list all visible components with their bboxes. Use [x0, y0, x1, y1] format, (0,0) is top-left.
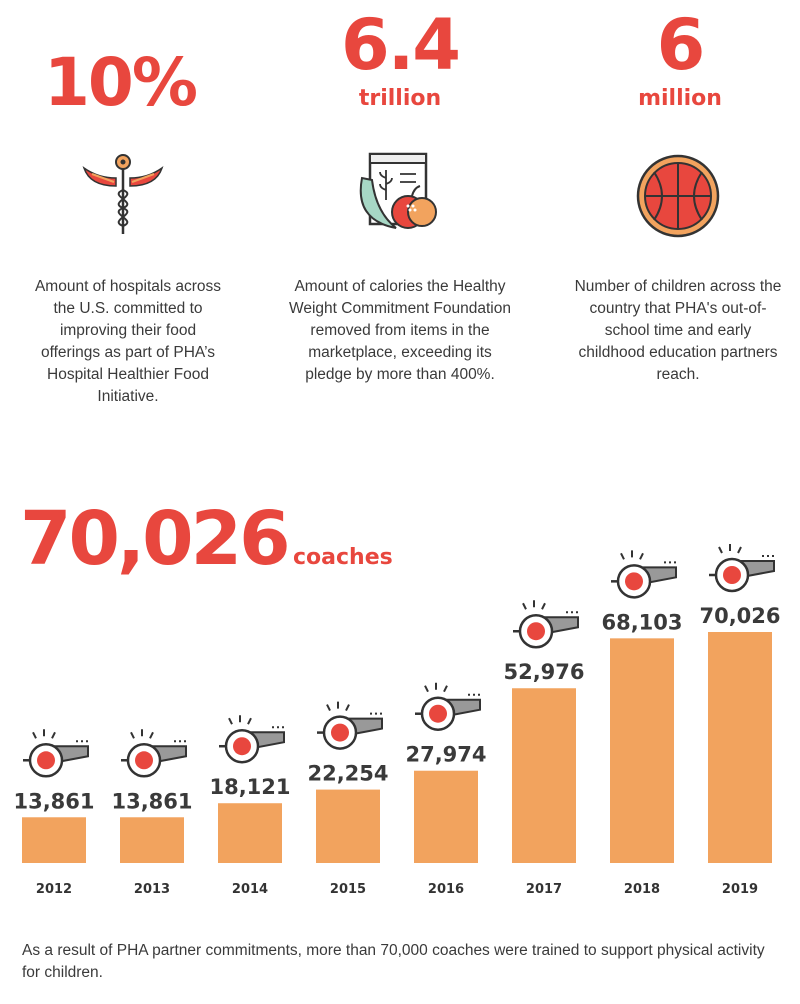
caduceus-icon	[78, 150, 168, 245]
x-tick-label-2014: 2014	[232, 882, 268, 897]
stat-description-children: Number of children across the country th…	[574, 278, 782, 383]
healthy-food-icon	[350, 150, 450, 245]
whistle-icon	[121, 729, 187, 778]
footnote: As a result of PHA partner commitments, …	[22, 942, 765, 981]
whistle-icon	[219, 715, 285, 764]
x-tick-label-2019: 2019	[722, 882, 758, 897]
bar-value-label-2018: 68,103	[601, 610, 682, 634]
bar-2012	[22, 817, 86, 863]
bar-value-label-2016: 27,974	[405, 743, 486, 767]
stat-value-calories: 6.4	[340, 4, 461, 86]
bar-2017	[512, 688, 576, 863]
bar-value-label-2017: 52,976	[503, 660, 584, 684]
headline-coaches-unit: coaches	[293, 545, 393, 570]
x-tick-label-2013: 2013	[134, 882, 170, 897]
stat-value-hospitals: 10%	[44, 44, 198, 121]
bar-2015	[316, 789, 380, 863]
bar-value-label-2013: 13,861	[111, 789, 192, 813]
stat-unit-children: million	[638, 86, 722, 111]
whistle-icon	[513, 600, 579, 649]
bar-value-label-2014: 18,121	[209, 775, 290, 799]
bar-value-label-2015: 22,254	[307, 762, 388, 786]
bar-2013	[120, 817, 184, 863]
stat-description-hospitals: Amount of hospitals across the U.S. comm…	[34, 278, 222, 405]
bar-2014	[218, 803, 282, 863]
x-tick-label-2018: 2018	[624, 882, 660, 897]
bar-2016	[414, 770, 478, 863]
bar-2019	[708, 632, 772, 863]
stat-unit-calories: trillion	[358, 86, 442, 111]
whistle-icon	[317, 701, 383, 750]
whistle-icon	[709, 544, 775, 593]
headline-coaches-value: 70,026	[20, 496, 291, 582]
basketball-icon	[634, 152, 722, 245]
bar-value-label-2012: 13,861	[13, 789, 94, 813]
x-tick-label-2016: 2016	[428, 882, 464, 897]
stat-description-calories: Amount of calories the Healthy Weight Co…	[289, 278, 511, 383]
stat-value-children: 6	[656, 4, 706, 86]
x-tick-label-2015: 2015	[330, 882, 366, 897]
whistle-icon	[23, 729, 89, 778]
bar-value-label-2019: 70,026	[699, 604, 780, 628]
whistle-icon	[611, 550, 677, 599]
x-tick-label-2017: 2017	[526, 882, 562, 897]
bar-2018	[610, 638, 674, 863]
whistle-icon	[415, 682, 481, 731]
x-tick-label-2012: 2012	[36, 882, 72, 897]
